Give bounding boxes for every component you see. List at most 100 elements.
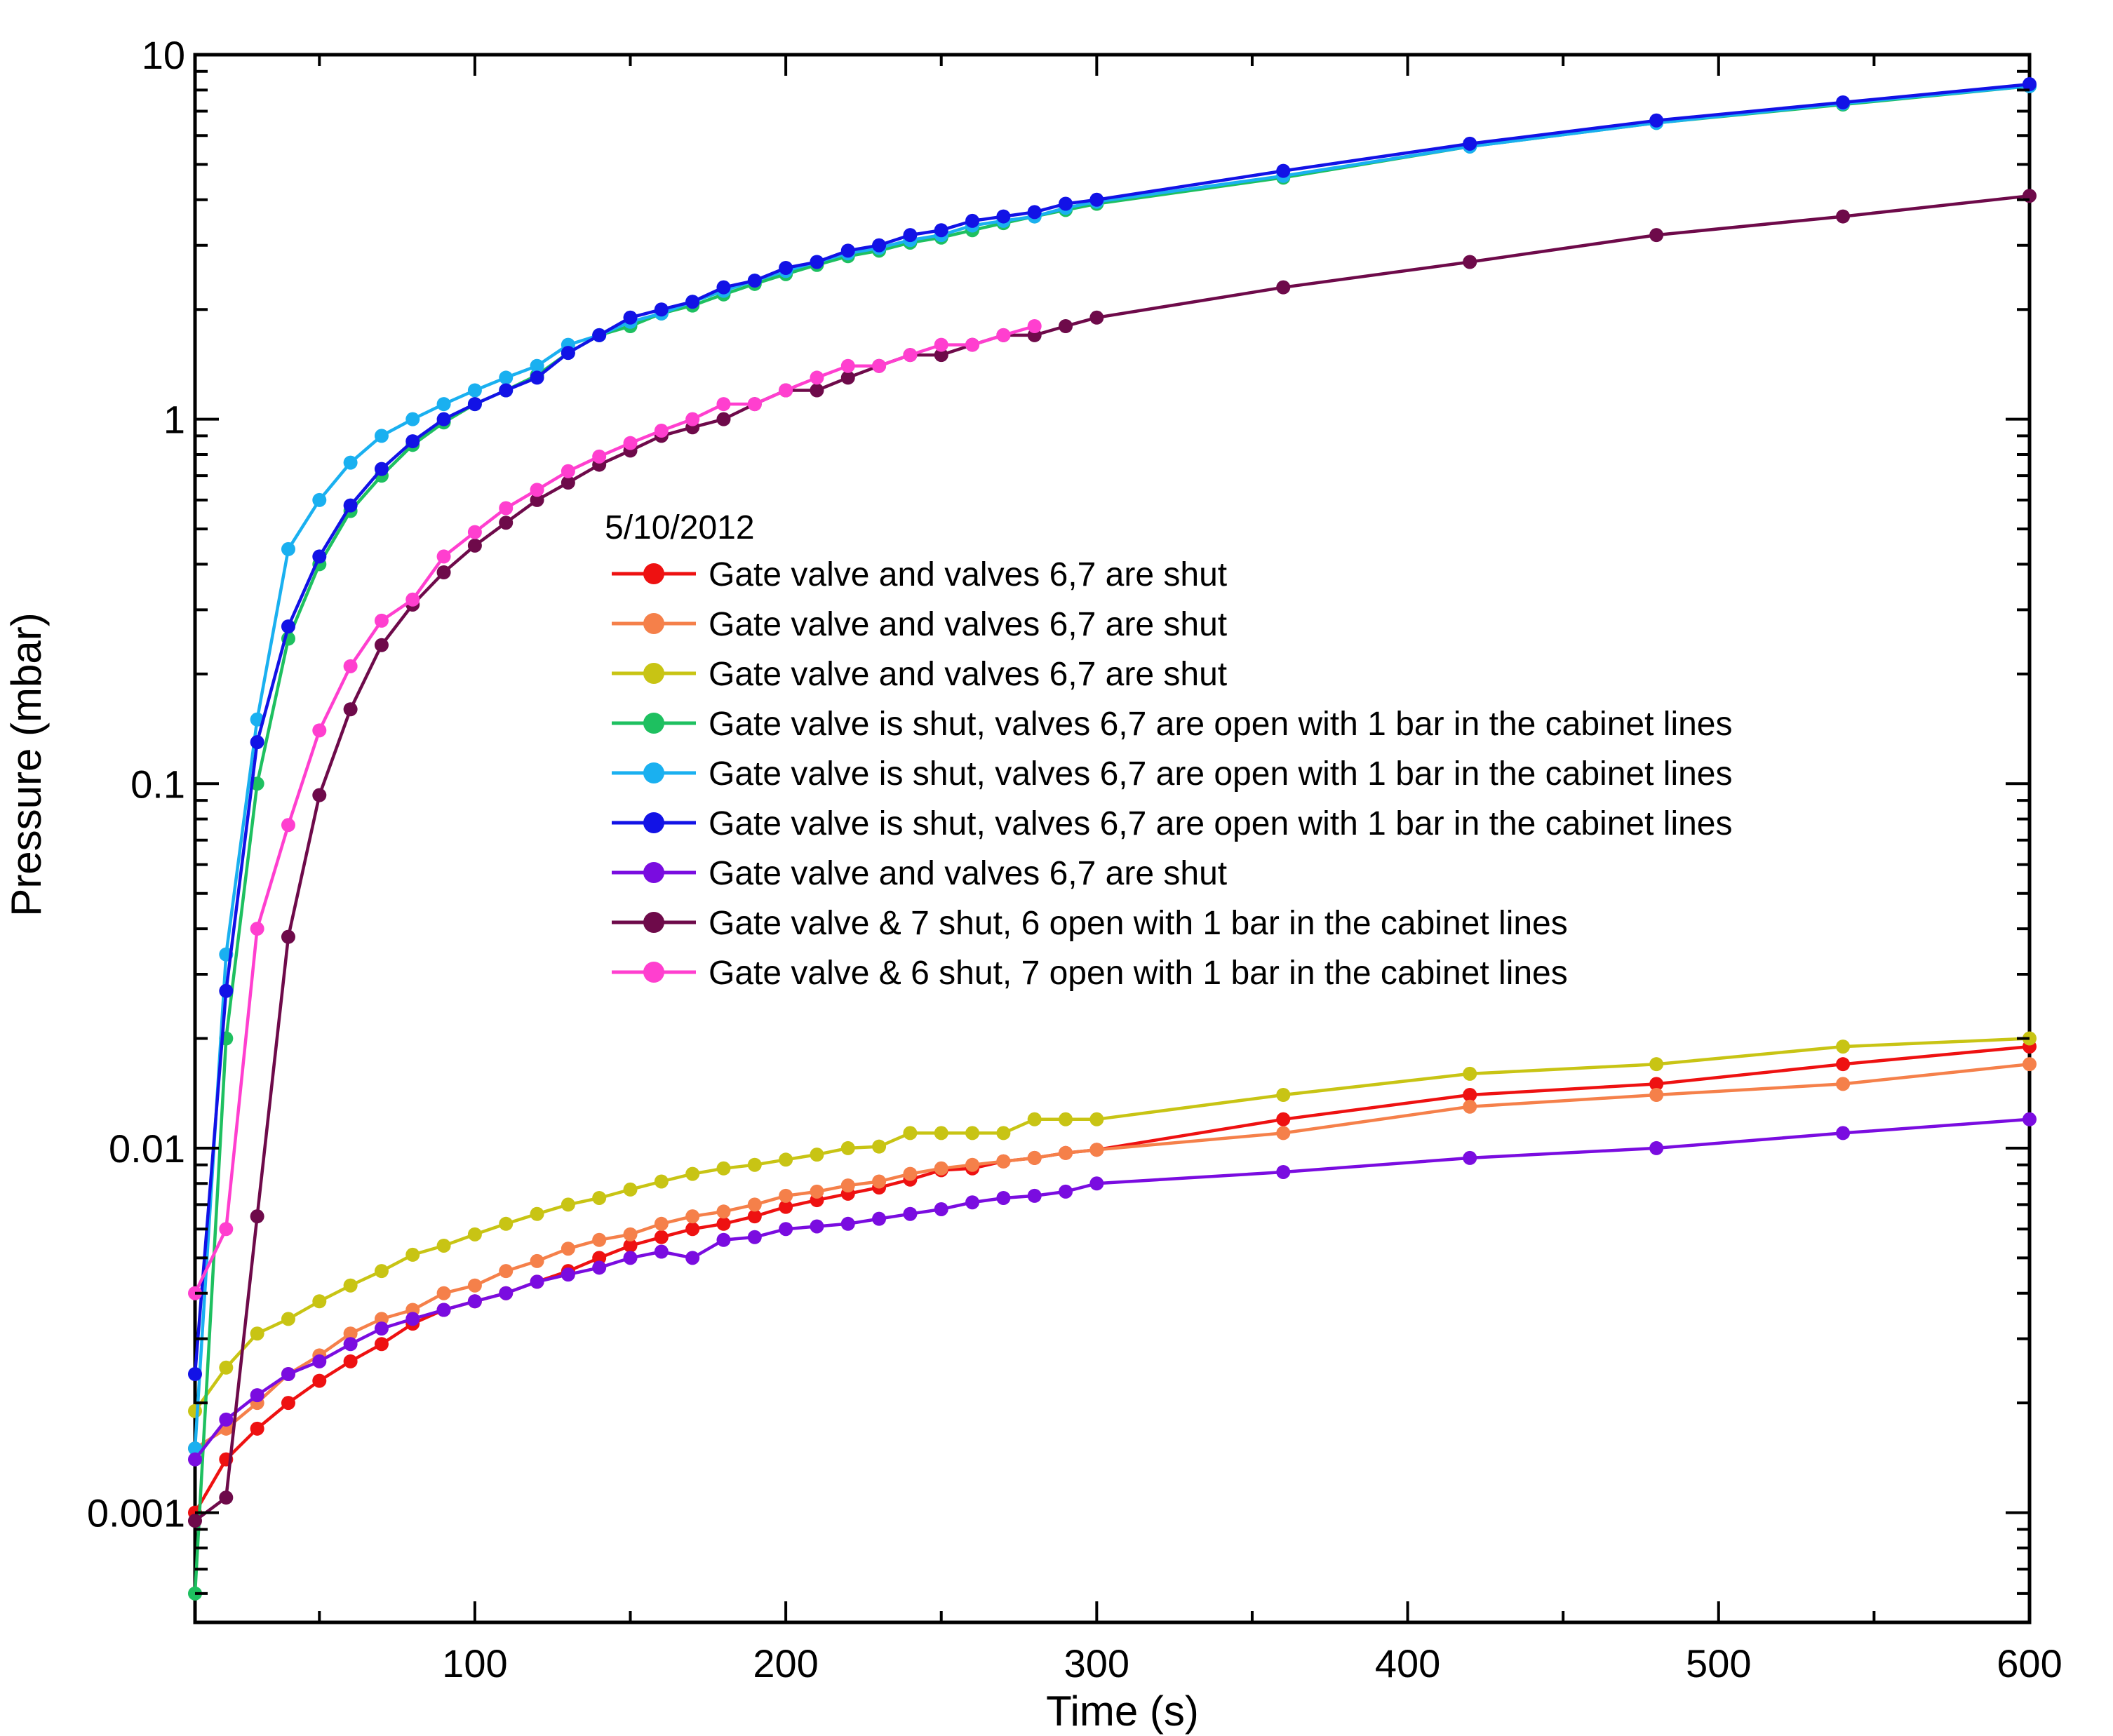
legend-marker	[643, 962, 664, 983]
data-point	[1089, 310, 1104, 325]
data-point	[934, 337, 948, 352]
data-point	[592, 328, 607, 342]
data-point	[623, 310, 638, 325]
data-point	[1463, 1099, 1477, 1114]
series-6	[188, 77, 2037, 1381]
data-point	[840, 1216, 855, 1231]
data-point	[623, 1182, 638, 1197]
data-point	[405, 1312, 420, 1326]
data-point	[872, 1174, 887, 1189]
data-point	[219, 1360, 234, 1375]
data-point	[1463, 1066, 1477, 1081]
data-point	[2023, 1057, 2037, 1072]
data-point	[2023, 77, 2037, 92]
data-point	[188, 1441, 202, 1456]
data-point	[467, 397, 482, 412]
data-point	[903, 1206, 918, 1221]
data-point	[903, 1126, 918, 1140]
data-point	[934, 1126, 948, 1140]
data-point	[685, 1222, 700, 1237]
data-point	[530, 370, 544, 385]
data-point	[685, 295, 700, 309]
x-tick-label: 200	[753, 1641, 818, 1685]
legend-entry: Gate valve and valves 6,7 are shut	[612, 855, 1227, 892]
data-point	[343, 702, 358, 717]
data-point	[1836, 1126, 1851, 1140]
data-point	[436, 1286, 451, 1300]
legend-label: Gate valve and valves 6,7 are shut	[709, 656, 1227, 693]
data-point	[779, 1222, 793, 1237]
data-point	[374, 1321, 389, 1336]
data-point	[810, 255, 824, 269]
data-point	[716, 1161, 731, 1176]
data-point	[840, 1140, 855, 1155]
data-point	[1649, 113, 1664, 128]
data-point	[250, 1209, 264, 1224]
legend-label: Gate valve and valves 6,7 are shut	[709, 606, 1227, 643]
data-point	[1649, 1140, 1664, 1155]
data-point	[561, 346, 575, 361]
data-point	[1276, 280, 1291, 295]
legend-marker	[643, 713, 664, 734]
data-point	[872, 1139, 887, 1154]
series-line	[194, 1062, 2030, 1450]
data-point	[840, 370, 855, 385]
data-point	[530, 1253, 544, 1268]
legend-label: Gate valve is shut, valves 6,7 are open …	[709, 706, 1733, 743]
data-point	[188, 1404, 202, 1418]
data-point	[779, 261, 793, 276]
data-point	[1089, 192, 1104, 207]
data-point	[685, 1251, 700, 1265]
data-point	[312, 1294, 327, 1309]
legend-label: Gate valve and valves 6,7 are shut	[709, 855, 1227, 892]
x-tick-label: 500	[1686, 1641, 1751, 1685]
data-point	[499, 1286, 514, 1300]
data-point	[219, 983, 234, 998]
data-point	[747, 1197, 762, 1212]
data-point	[654, 1244, 669, 1259]
data-point	[561, 1267, 575, 1282]
data-point	[281, 818, 295, 833]
data-point	[996, 1190, 1011, 1205]
data-point	[654, 1174, 669, 1189]
data-point	[219, 1412, 234, 1427]
data-point	[250, 735, 264, 750]
data-point	[934, 1202, 948, 1216]
data-point	[2023, 1112, 2037, 1126]
data-point	[840, 243, 855, 258]
legend-entry: Gate valve is shut, valves 6,7 are open …	[612, 805, 1733, 842]
legend-marker	[643, 762, 664, 783]
data-point	[281, 929, 295, 944]
plot-frame	[193, 53, 2032, 1624]
data-point	[965, 337, 980, 352]
y-tick-label: 0.01	[109, 1126, 185, 1171]
data-point	[716, 280, 731, 295]
y-axis-title: Pressure (mbar)	[3, 612, 50, 916]
data-point	[1089, 1112, 1104, 1126]
data-point	[872, 1211, 887, 1226]
data-point	[188, 1366, 202, 1381]
data-point	[623, 1238, 638, 1253]
series-7	[188, 1112, 2037, 1467]
data-point	[1463, 136, 1477, 151]
data-point	[592, 1232, 607, 1247]
y-tick-label: 10	[142, 33, 185, 77]
data-point	[530, 492, 544, 507]
data-point	[1836, 1057, 1851, 1072]
data-point	[592, 1260, 607, 1275]
data-point	[436, 549, 451, 564]
data-point	[467, 1278, 482, 1293]
data-point	[716, 412, 731, 426]
data-point	[903, 1166, 918, 1181]
data-point	[592, 1251, 607, 1265]
data-point	[1059, 1184, 1073, 1199]
data-point	[779, 383, 793, 398]
data-point	[374, 1264, 389, 1279]
legend-label: Gate valve is shut, valves 6,7 are open …	[709, 805, 1733, 842]
data-point	[685, 1209, 700, 1224]
legend: 5/10/2012 Gate valve and valves 6,7 are …	[605, 509, 1733, 992]
data-point	[561, 464, 575, 478]
data-point	[467, 383, 482, 398]
data-point	[1276, 1164, 1291, 1179]
data-point	[343, 498, 358, 513]
